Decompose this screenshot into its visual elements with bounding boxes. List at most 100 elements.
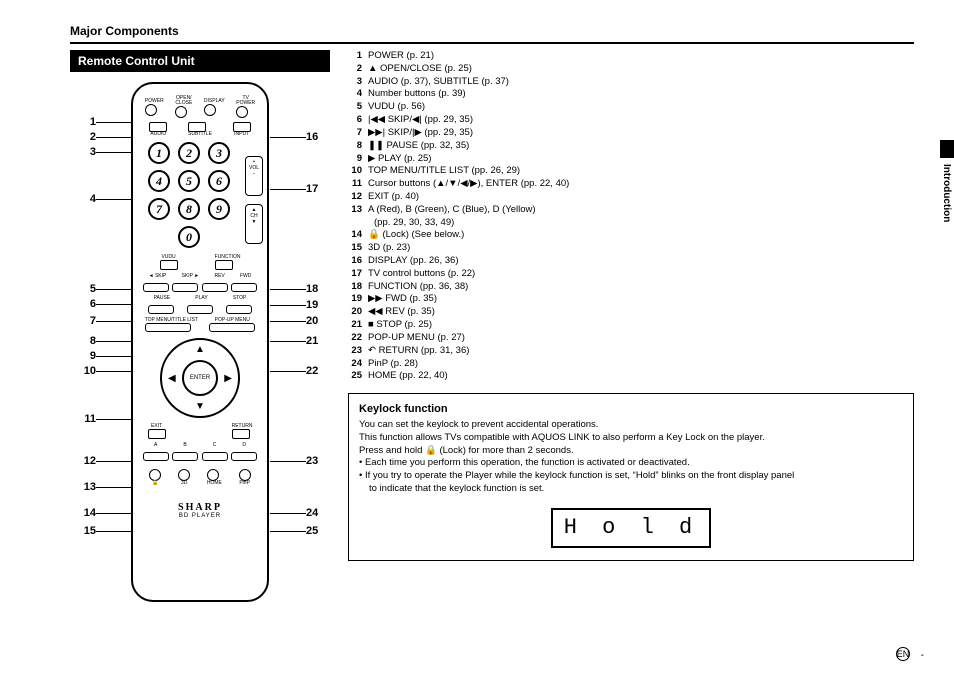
legend-text: A (Red), B (Green), C (Blue), D (Yellow) <box>368 204 914 217</box>
legend-item: 23↶ RETURN (pp. 31, 36) <box>348 345 914 358</box>
callout-number: 7 <box>78 315 96 327</box>
legend-text: ▶▶| SKIP/|▶ (pp. 29, 35) <box>368 127 914 140</box>
lbl-topmenu: TOP MENU/TITLE LIST <box>145 318 198 323</box>
lbl-return: RETURN <box>232 424 253 429</box>
num-2: 2 <box>178 142 200 164</box>
legend-text: |◀◀ SKIP/◀| (pp. 29, 35) <box>368 114 914 127</box>
subsection-title: Remote Control Unit <box>70 50 330 72</box>
btn-skip-next <box>172 283 198 292</box>
lbl-home: HOME <box>207 481 222 486</box>
legend-number: 19 <box>348 293 368 306</box>
lbl-skip-prev: ◄ SKIP <box>149 274 167 279</box>
btn-b-green <box>172 452 198 461</box>
legend-item: 5VUDU (p. 56) <box>348 101 914 114</box>
legend-text: Number buttons (p. 39) <box>368 88 914 101</box>
nav-ring: ▲ ▼ ◀ ▶ ENTER <box>160 338 240 418</box>
cursor-left-icon: ◀ <box>168 373 176 384</box>
callout-number: 13 <box>78 481 96 493</box>
callout-number: 1 <box>78 116 96 128</box>
legend-item: 8❚❚ PAUSE (pp. 32, 35) <box>348 140 914 153</box>
callout-leader-line <box>270 371 306 372</box>
btn-open-close <box>175 106 187 118</box>
callout-leader-line <box>96 321 132 322</box>
legend-item: 20◀◀ REV (p. 35) <box>348 306 914 319</box>
legend-item: 17TV control buttons (p. 22) <box>348 268 914 281</box>
callout-leader-line <box>270 531 306 532</box>
legend-number: 20 <box>348 306 368 319</box>
legend-item: 6|◀◀ SKIP/◀| (pp. 29, 35) <box>348 114 914 127</box>
callout-leader-line <box>96 152 132 153</box>
btn-play <box>187 305 213 314</box>
callout-leader-line <box>96 419 132 420</box>
legend-number: 8 <box>348 140 368 153</box>
callout-leader-line <box>270 321 306 322</box>
legend-number: 17 <box>348 268 368 281</box>
callout-number: 18 <box>306 283 324 295</box>
legend-text: 3D (p. 23) <box>368 242 914 255</box>
legend-text: ❚❚ PAUSE (pp. 32, 35) <box>368 140 914 153</box>
legend-number: 2 <box>348 63 368 76</box>
btn-topmenu <box>145 323 191 332</box>
legend-list: 1POWER (p. 21)2▲ OPEN/CLOSE (p. 25)3AUDI… <box>348 50 914 383</box>
legend-number: 1 <box>348 50 368 63</box>
legend-number: 9 <box>348 153 368 166</box>
lbl-stop: STOP <box>233 296 247 301</box>
keylock-title: Keylock function <box>359 402 903 417</box>
num-1: 1 <box>148 142 170 164</box>
num-3: 3 <box>208 142 230 164</box>
keylock-line-3: Press and hold 🔒 (Lock) for more than 2 … <box>359 445 903 458</box>
callout-leader-line <box>96 289 132 290</box>
lbl-fwd: FWD <box>240 274 251 279</box>
callout-leader-line <box>96 122 132 123</box>
btn-rev <box>202 283 228 292</box>
legend-text: POP-UP MENU (p. 27) <box>368 332 914 345</box>
callout-leader-line <box>96 531 132 532</box>
callout-leader-line <box>270 461 306 462</box>
legend-number: 7 <box>348 127 368 140</box>
num-0: 0 <box>178 226 200 248</box>
legend-number: 10 <box>348 165 368 178</box>
callout-number: 3 <box>78 146 96 158</box>
legend-text: AUDIO (p. 37), SUBTITLE (p. 37) <box>368 76 914 89</box>
legend-item: 1POWER (p. 21) <box>348 50 914 63</box>
lbl-lock: 🔒 <box>149 481 161 486</box>
lbl-vudu: VUDU <box>160 255 178 260</box>
callout-leader-line <box>270 189 306 190</box>
keylock-box: Keylock function You can set the keylock… <box>348 393 914 561</box>
hold-display: H o l d <box>551 508 711 548</box>
legend-item: 7▶▶| SKIP/|▶ (pp. 29, 35) <box>348 127 914 140</box>
legend-text: TOP MENU/TITLE LIST (pp. 26, 29) <box>368 165 914 178</box>
legend-text: EXIT (p. 40) <box>368 191 914 204</box>
legend-item: 10TOP MENU/TITLE LIST (pp. 26, 29) <box>348 165 914 178</box>
lbl-b: B <box>183 443 186 448</box>
legend-item: 14🔒 (Lock) (See below.) <box>348 229 914 242</box>
lbl-d: D <box>242 443 246 448</box>
legend-number: 18 <box>348 281 368 294</box>
legend-number: 23 <box>348 345 368 358</box>
legend-text: ■ STOP (p. 25) <box>368 319 914 332</box>
btn-return <box>232 429 250 439</box>
btn-stop <box>226 305 252 314</box>
legend-number: 16 <box>348 255 368 268</box>
legend-item: 4Number buttons (p. 39) <box>348 88 914 101</box>
lbl-pause: PAUSE <box>154 296 171 301</box>
callout-leader-line <box>270 289 306 290</box>
num-8: 8 <box>178 198 200 220</box>
legend-number: 5 <box>348 101 368 114</box>
legend-item: 12EXIT (p. 40) <box>348 191 914 204</box>
btn-enter: ENTER <box>182 360 218 396</box>
legend-text: TV control buttons (p. 22) <box>368 268 914 281</box>
callout-leader-line <box>96 341 132 342</box>
callout-number: 8 <box>78 335 96 347</box>
header-rule <box>70 42 914 44</box>
legend-text: PinP (p. 28) <box>368 358 914 371</box>
num-9: 9 <box>208 198 230 220</box>
callout-leader-line <box>96 513 132 514</box>
cursor-down-icon: ▼ <box>195 401 205 412</box>
callout-number: 14 <box>78 507 96 519</box>
callout-number: 9 <box>78 350 96 362</box>
thumb-tab-label: Introduction <box>939 160 954 226</box>
brand-sub: BD PLAYER <box>133 513 267 519</box>
callout-number: 20 <box>306 315 324 327</box>
rocker-ch: ▲CH▼ <box>245 204 263 244</box>
